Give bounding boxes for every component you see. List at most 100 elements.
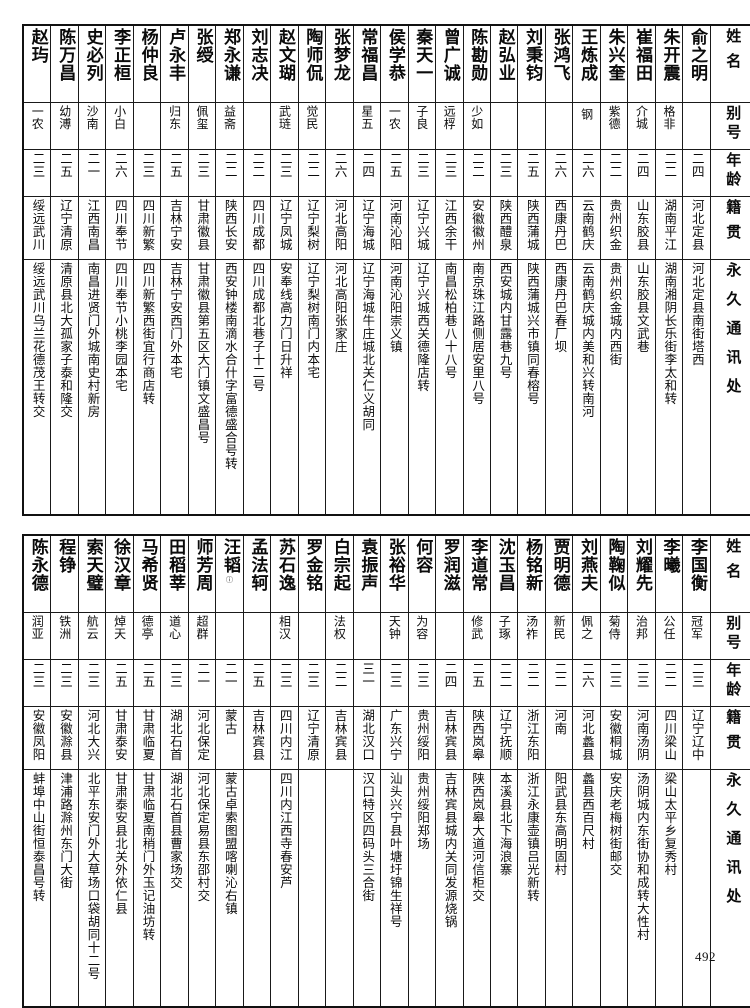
address-value: 山东胶县文武巷 — [634, 262, 650, 353]
origin-value: 辽宁辽中 — [689, 709, 705, 761]
name-value: 侯学恭 — [384, 28, 405, 82]
cell-name: 徐汉章 — [105, 534, 134, 613]
cell-origin: 甘肃泰安 — [105, 706, 134, 770]
cell-address: 南昌进贤门外城南史村新房 — [77, 259, 107, 516]
cell-origin: 辽宁海城 — [352, 196, 382, 260]
cell-alias: 觉民 — [297, 102, 327, 150]
cell-name: 卢永丰 — [160, 24, 189, 103]
cell-origin: 绥远武川 — [22, 196, 52, 260]
cell-origin: 甘肃徽县 — [187, 196, 217, 260]
cell-address: 汉口特区四码头三合街 — [352, 769, 382, 1008]
cell-origin: 河北高阳 — [325, 196, 354, 260]
cell-alias: 少如 — [462, 102, 491, 150]
age-value: 二二 — [524, 662, 540, 688]
age-value: 二四 — [634, 152, 650, 178]
alias-value: 益斋 — [222, 105, 237, 130]
cell-alias: 小白 — [105, 102, 134, 150]
cell-age: 二二 — [215, 149, 244, 197]
cell-origin: 贵州织金 — [599, 196, 629, 260]
origin-value: 四川梁山 — [662, 709, 678, 761]
alias-value: 远桴 — [442, 105, 457, 130]
cell-name: 师芳周 — [187, 534, 217, 613]
address-value: 浙江永康壶镇吕光新转 — [525, 772, 541, 902]
cell-alias — [242, 612, 272, 660]
cell-name: 刘秉钧 — [517, 24, 546, 103]
row-header-origin: 籍贯 — [709, 196, 750, 260]
age-value: 二三 — [415, 152, 431, 178]
row-header-address: 永久通讯处 — [709, 769, 750, 1008]
name-value: 陈万昌 — [55, 28, 76, 82]
address-value: 河北定县南街塔西 — [689, 262, 705, 366]
cell-origin: 陕西岚皋 — [462, 706, 491, 770]
cell-origin: 甘肃临夏 — [132, 706, 162, 770]
cell-alias: 法权 — [325, 612, 354, 660]
address-value: 本溪县北下海浪寨 — [497, 772, 513, 876]
table-row-origin: 安徽凤阳 安徽滁县 河北大兴 甘肃泰安 甘肃临夏 湖北石首 河北保定 蒙古 吉林宾县 四川内江 辽宁… — [22, 706, 750, 770]
address-value: 甘肃徽县第五区大门镇文盛昌号 — [195, 262, 211, 444]
cell-name: 沈玉昌 — [489, 534, 519, 613]
age-value: 二三 — [30, 662, 46, 688]
name-value: 罗润滋 — [439, 538, 460, 592]
cell-age: 二六 — [572, 659, 601, 707]
origin-value: 贵州绥阳 — [415, 709, 431, 761]
page-number: 492 — [695, 949, 716, 964]
cell-origin: 吉林宾县 — [325, 706, 354, 770]
cell-alias: 冠军 — [682, 612, 711, 660]
name-value: 刘耀先 — [632, 538, 653, 592]
cell-address: 河北高阳张家庄 — [325, 259, 354, 516]
cell-age: 二五 — [517, 149, 546, 197]
name-value: 杨仲良 — [137, 28, 158, 82]
address-value: 吉林宾县城内关同发源烧锅 — [442, 772, 458, 928]
cell-age: 二五 — [242, 659, 272, 707]
alias-value: 相汉 — [277, 615, 292, 640]
name-value: 贾明德 — [549, 538, 570, 592]
address-value: 汉口特区四码头三合街 — [360, 772, 376, 902]
cell-age: 二三 — [77, 659, 107, 707]
cell-address: 吉林宁安西门外本宅 — [160, 259, 189, 516]
cell-alias: 钢 — [572, 102, 601, 150]
cell-origin: 安徽凤阳 — [22, 706, 52, 770]
cell-age: 二六 — [572, 149, 601, 197]
roster-table-top: 赵玙 陈万昌 史必列 李正桓 杨仲良 卢永丰 张绶 郑永谦 刘志决 赵文瑚 陶师侃 张梦龙 常福昌 侯学恭… — [22, 24, 750, 516]
name-value: 常福昌 — [357, 28, 378, 82]
origin-value: 四川奉节 — [112, 199, 128, 251]
alias-value: 幼溥 — [57, 105, 72, 130]
cell-age: 二一 — [215, 659, 244, 707]
alias-value: 一农 — [30, 105, 45, 130]
alias-value: 佩玺 — [195, 105, 210, 130]
address-value: 汕头兴宁县叶塘圩锦生祥号 — [387, 772, 403, 928]
alias-value: 武琏 — [277, 105, 292, 130]
cell-age: 二三 — [270, 149, 299, 197]
cell-age: 二三 — [50, 659, 79, 707]
cell-origin: 陕西长安 — [215, 196, 244, 260]
cell-name: 张梦龙 — [325, 24, 354, 103]
name-value: 何容 — [412, 538, 433, 574]
origin-value: 吉林宾县 — [442, 709, 458, 761]
cell-name: 罗润滋 — [435, 534, 464, 613]
cell-alias — [297, 612, 327, 660]
address-value: 河南沁阳崇义镇 — [387, 262, 403, 353]
row-header-alias: 别号 — [709, 612, 750, 660]
cell-origin: 陕西蒲城 — [517, 196, 546, 260]
origin-value: 安徽滁县 — [57, 709, 73, 761]
cell-origin: 贵州绥阳 — [407, 706, 437, 770]
origin-value: 绥远武川 — [30, 199, 46, 251]
name-value: 袁振声 — [357, 538, 378, 592]
age-value: 二三 — [195, 152, 211, 178]
cell-name: 赵玙 — [22, 24, 52, 103]
age-value: 二五 — [387, 152, 403, 178]
age-value: 二五 — [250, 662, 266, 688]
age-value: 二一 — [85, 152, 101, 178]
cell-age: 二五 — [462, 659, 491, 707]
age-value: 二三 — [57, 662, 73, 688]
age-value: 二三 — [387, 662, 403, 688]
cell-alias: 一农 — [22, 102, 52, 150]
address-value: 贵州织金城内西街 — [607, 262, 623, 366]
origin-value: 浙江东阳 — [524, 709, 540, 761]
name-value: 田稻莘 — [165, 538, 186, 592]
origin-value: 山东胶县 — [634, 199, 650, 251]
alias-value: 归东 — [167, 105, 182, 130]
origin-value: 西康丹巴 — [552, 199, 568, 251]
origin-value: 四川新繁 — [140, 199, 156, 251]
cell-alias: 相汉 — [270, 612, 299, 660]
